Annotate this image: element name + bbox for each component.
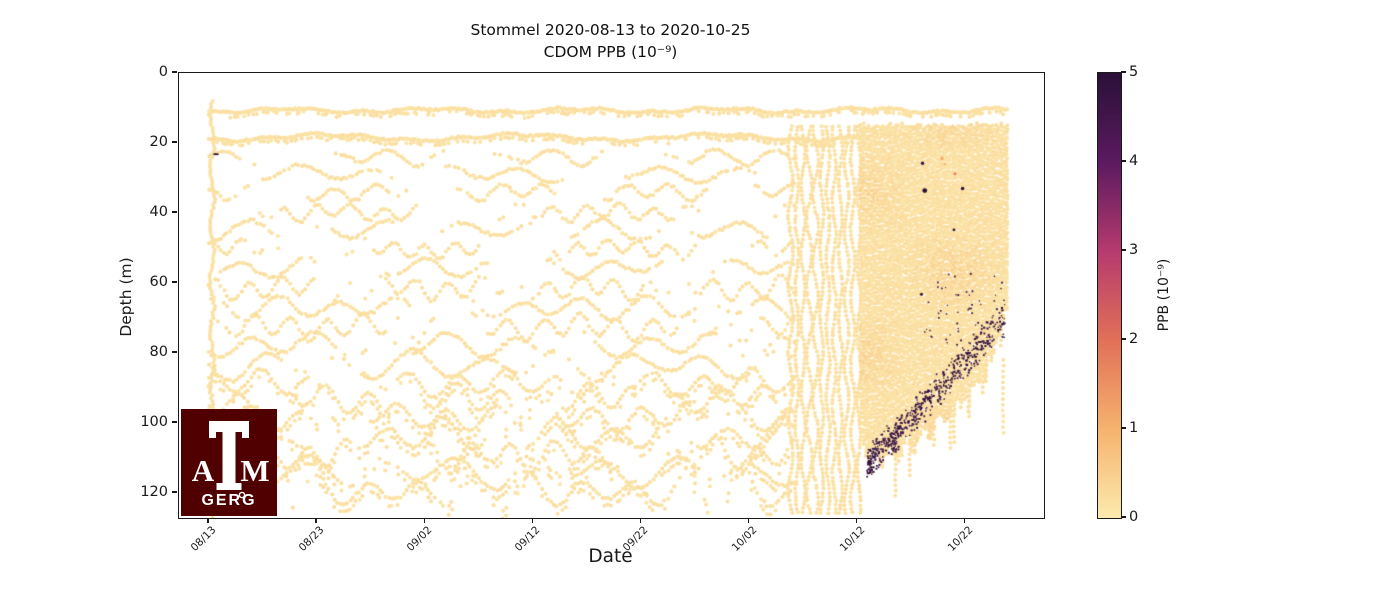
- colorbar-tick-mark: [1121, 249, 1126, 251]
- chart-title-line1: Stommel 2020-08-13 to 2020-10-25: [470, 21, 751, 39]
- colorbar-gradient: [1098, 73, 1121, 518]
- y-tick-mark: [172, 281, 177, 283]
- x-tick-mark: [964, 518, 966, 523]
- y-tick-label: 60: [149, 273, 168, 290]
- colorbar-tick-mark: [1121, 160, 1126, 162]
- colorbar-tick-mark: [1121, 71, 1126, 73]
- x-tick-mark: [531, 518, 533, 523]
- colorbar-tick-mark: [1121, 338, 1126, 340]
- x-tick-mark: [856, 518, 858, 523]
- registered-mark-icon: [238, 491, 246, 499]
- y-tick-label: 20: [149, 133, 168, 150]
- x-axis-label: Date: [588, 546, 633, 567]
- y-tick-label: 0: [158, 63, 168, 80]
- y-tick-label: 80: [149, 343, 168, 360]
- logo-org-label: GERG: [201, 492, 257, 509]
- x-tick-mark: [639, 518, 642, 523]
- y-tick-mark: [172, 211, 177, 213]
- y-tick-label: 120: [140, 483, 168, 500]
- chart-title-line2: CDOM PPB (10⁻⁹): [543, 43, 678, 61]
- plot-area: A M GERG: [178, 72, 1045, 519]
- colorbar-tick-label: 4: [1129, 152, 1139, 169]
- colorbar-tick-mark: [1121, 516, 1126, 518]
- colorbar-tick-label: 1: [1129, 419, 1139, 436]
- y-axis-label: Depth (m): [117, 257, 135, 337]
- y-tick-label: 40: [149, 203, 168, 220]
- colorbar-tick-label: 3: [1129, 241, 1139, 258]
- tamu-atm-mark: A M: [181, 409, 277, 516]
- x-tick-mark: [315, 518, 317, 523]
- scatter-canvas: [179, 73, 1044, 518]
- colorbar-tick-label: 5: [1129, 63, 1139, 80]
- colorbar-tick-mark: [1121, 427, 1126, 429]
- y-tick-mark: [172, 421, 177, 423]
- colorbar-label: PPB (10⁻⁹): [1156, 258, 1172, 332]
- block-t-icon: [209, 421, 249, 490]
- y-tick-mark: [172, 71, 177, 73]
- x-tick-mark: [423, 518, 425, 523]
- y-tick-mark: [172, 491, 177, 493]
- y-tick-label: 100: [140, 413, 168, 430]
- x-tick-mark: [747, 518, 750, 523]
- y-tick-mark: [172, 351, 177, 353]
- logo-letter-a: A: [192, 453, 215, 488]
- y-tick-mark: [172, 141, 177, 143]
- colorbar-tick-label: 2: [1129, 330, 1139, 347]
- colorbar: [1097, 72, 1122, 519]
- logo-letter-m: M: [240, 453, 269, 488]
- x-tick-mark: [207, 518, 209, 523]
- tamu-gerg-logo: A M GERG: [181, 409, 277, 516]
- colorbar-tick-label: 0: [1129, 508, 1139, 525]
